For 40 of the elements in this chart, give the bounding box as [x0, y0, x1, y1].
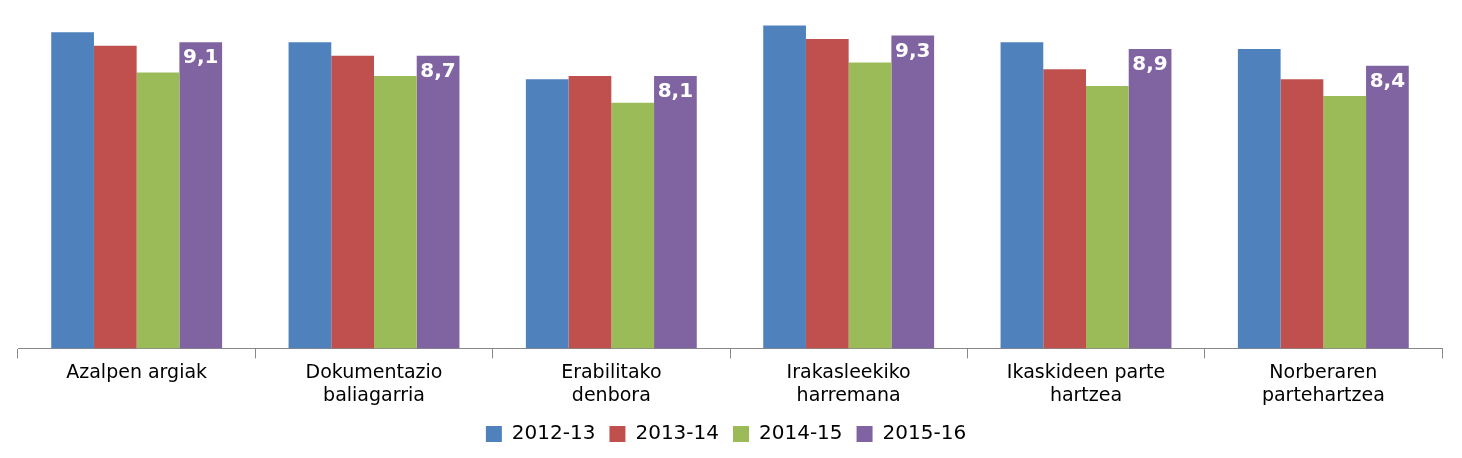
bar	[805, 38, 849, 349]
bar	[179, 42, 223, 349]
bar	[331, 55, 374, 349]
data-label: 8,4	[1369, 68, 1406, 93]
bar	[1128, 49, 1172, 349]
bar	[416, 55, 460, 349]
bar	[1043, 69, 1086, 349]
bar	[848, 62, 892, 349]
bar	[1280, 79, 1324, 349]
legend-label: 2015-16	[882, 420, 967, 445]
x-tick-label: Irakasleekiko harremana	[786, 359, 911, 405]
bar	[1000, 42, 1044, 349]
bar	[1237, 49, 1281, 349]
bar	[654, 75, 697, 349]
bar	[93, 45, 137, 349]
bar	[611, 102, 655, 349]
bar	[1086, 86, 1129, 349]
x-tick-label: Ikaskideen parte hartzea	[1006, 359, 1166, 405]
bar	[51, 32, 94, 349]
data-label: 9,1	[183, 44, 219, 69]
legend-label: 2014-15	[759, 420, 843, 445]
bar	[136, 72, 180, 349]
bar	[1366, 65, 1409, 349]
bar	[891, 35, 935, 349]
x-tick-label: Azalpen argiak	[66, 359, 208, 382]
bar	[374, 75, 417, 349]
bar	[763, 25, 806, 349]
bar	[1323, 96, 1367, 349]
data-label: 9,3	[895, 37, 931, 62]
data-label: 8,7	[420, 57, 456, 82]
data-label: 8,1	[657, 78, 694, 103]
bar	[288, 42, 332, 349]
legend-label: 2012-13	[511, 420, 596, 445]
x-tick-label: Norberaren partehartzea	[1261, 359, 1385, 405]
bar	[568, 75, 612, 349]
x-tick-label: Dokumentazio baliagarria	[305, 359, 443, 405]
data-label: 8,9	[1132, 51, 1168, 76]
bar	[525, 79, 569, 349]
legend-label: 2013-14	[635, 420, 720, 445]
x-tick-label: Erabilitako denbora	[561, 359, 662, 405]
